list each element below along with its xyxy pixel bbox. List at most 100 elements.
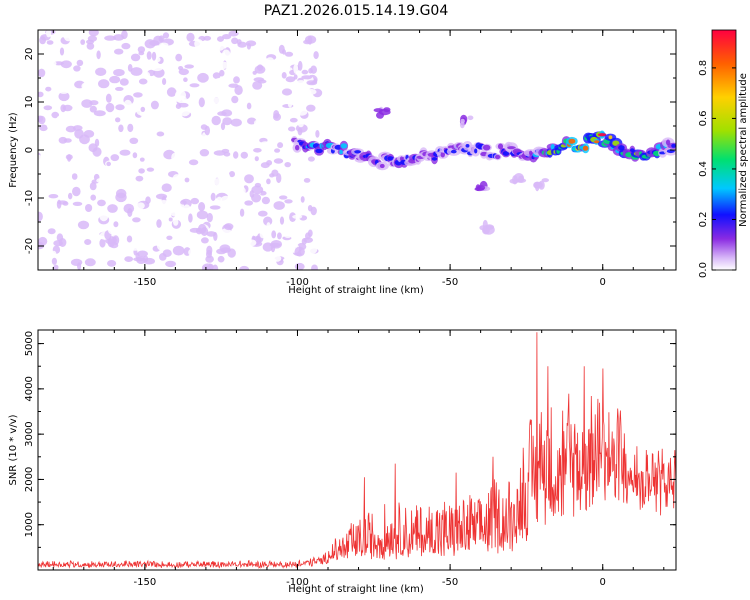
spectrogram-noise-cell	[237, 41, 247, 48]
spectrogram-noise-cell	[139, 157, 145, 162]
spectrogram-noise-cell	[118, 124, 124, 133]
spectrogram-noise-cell	[178, 102, 189, 108]
spectrogram-noise-cell	[127, 64, 133, 72]
spectrogram-noise-cell	[114, 48, 124, 55]
spectrogram-noise-cell	[280, 264, 290, 270]
spectrogram-noise-cell	[53, 264, 59, 270]
spectrogram-feature-cell	[459, 121, 465, 129]
spectrogram-noise-cell	[81, 99, 93, 108]
spectrogram-noise-cell	[284, 51, 294, 57]
spectrogram-noise-cell	[138, 51, 145, 56]
spectrogram-noise-cell	[315, 130, 320, 138]
spectrogram-noise-cell	[98, 79, 110, 89]
spectrogram-noise-cell	[183, 262, 191, 270]
spectrogram-noise-cell	[159, 42, 169, 47]
spectrogram-noise-cell	[116, 188, 127, 199]
snr-ylabel: SNR (10 * v/v)	[8, 414, 19, 485]
spectrogram-signal-cell	[608, 135, 613, 140]
spectrogram-noise-cell	[196, 183, 204, 191]
spectrogram-noise-cell	[202, 60, 207, 67]
spectrogram-noise-cell	[99, 238, 106, 248]
spectrogram-noise-cell	[170, 66, 176, 73]
spectrogram-noise-cell	[62, 104, 73, 112]
spectrogram-noise-cell	[121, 42, 131, 50]
spectrogram-noise-cell	[87, 35, 97, 42]
spectrogram-noise-cell	[126, 197, 132, 203]
spectrogram-noise-cell	[204, 125, 210, 136]
spectrogram-noise-cell	[300, 196, 305, 203]
spectrogram-noise-cell	[206, 173, 217, 182]
spectrogram-noise-cell	[68, 192, 73, 200]
spectrogram-noise-cell	[135, 175, 144, 182]
spectrogram-noise-cell	[241, 67, 247, 77]
spectrogram-noise-cell	[273, 158, 284, 164]
spectrogram-noise-cell	[253, 148, 262, 153]
spectrogram-noise-cell	[288, 126, 296, 132]
spectrogram-noise-cell	[185, 190, 196, 198]
spectrogram-noise-cell	[198, 97, 205, 108]
spectrogram-noise-cell	[261, 196, 270, 205]
spectrogram-noise-cell	[205, 266, 212, 270]
spectrogram-noise-cell	[47, 216, 58, 222]
spectrogram-noise-cell	[70, 258, 83, 266]
spectrogram-noise-cell	[251, 193, 262, 203]
spectrogram-noise-cell	[171, 152, 178, 162]
spectrogram-noise-cell	[183, 77, 188, 82]
spectrogram-noise-cell	[161, 183, 172, 192]
spectrogram-noise-cell	[189, 227, 201, 233]
colorbar-tick-label: 0.4	[698, 161, 709, 177]
spectrogram-noise-cell	[265, 57, 275, 65]
spectrogram-noise-cell	[112, 250, 121, 257]
spectrogram-noise-cell	[70, 101, 79, 111]
spectrogram-ytick-label: -20	[24, 238, 35, 254]
spectrogram-noise-cell	[313, 219, 323, 225]
spectrogram-noise-cell	[63, 138, 72, 143]
spectrogram-noise-cell	[150, 100, 159, 110]
spectrogram-noise-cell	[130, 246, 140, 251]
spectrogram-noise-cell	[239, 208, 245, 217]
spectrogram-noise-cell	[107, 204, 118, 213]
spectrogram-noise-cell	[296, 108, 308, 116]
spectrogram-noise-cell	[292, 214, 303, 219]
spectrogram-noise-cell	[175, 53, 183, 62]
spectrogram-noise-cell	[254, 156, 259, 162]
spectrogram-noise-cell	[156, 92, 166, 102]
spectrogram-noise-cell	[294, 246, 305, 257]
colorbar: 0.0 0.2 0.4 0.6 0.8 Normalized spectral ampl…	[698, 29, 749, 278]
spectrogram-noise-cell	[66, 209, 78, 214]
spectrogram-noise-cell	[136, 202, 145, 210]
spectrogram-noise-cell	[63, 244, 74, 252]
spectrogram-noise-cell	[315, 84, 321, 90]
spectrogram-noise-cell	[244, 250, 253, 259]
spectrogram-noise-cell	[260, 30, 273, 36]
spectrogram-noise-cell	[242, 224, 248, 234]
spectrogram-noise-cell	[301, 69, 309, 75]
spectrogram-noise-cell	[162, 78, 167, 85]
spectrogram-noise-cell	[52, 176, 59, 182]
spectrogram-noise-cell	[115, 104, 125, 111]
spectrogram-signal-cell	[507, 146, 516, 150]
spectrogram-noise-cell	[72, 186, 81, 197]
spectrogram-noise-cell	[237, 175, 244, 184]
colorbar-tick-label: 0.2	[698, 212, 709, 228]
spectrogram-noise-cell	[246, 124, 258, 130]
spectrogram-noise-cell	[38, 211, 43, 222]
spectrogram-noise-cell	[213, 150, 226, 156]
spectrogram-noise-cell	[79, 90, 87, 97]
spectrogram-noise-cell	[166, 87, 177, 97]
spectrogram-noise-cell	[145, 59, 155, 69]
spectrogram-noise-cell	[253, 227, 259, 237]
spectrogram-noise-cell	[303, 185, 309, 194]
spectrogram-noise-cell	[244, 200, 254, 206]
spectrogram-noise-cell	[106, 161, 111, 167]
spectrogram-noise-cell	[123, 203, 135, 214]
spectrogram-noise-cell	[279, 195, 288, 200]
spectrogram-noise-cell	[250, 213, 256, 219]
spectrogram-noise-cell	[183, 167, 191, 175]
spectrogram-xtick-label: -100	[286, 277, 309, 288]
spectrogram-noise-cell	[138, 78, 148, 85]
spectrogram-noise-cell	[245, 235, 252, 240]
spectrogram-noise-cell	[70, 238, 82, 249]
spectrogram-noise-cell	[109, 75, 121, 84]
spectrogram-signal-cell	[440, 151, 445, 158]
